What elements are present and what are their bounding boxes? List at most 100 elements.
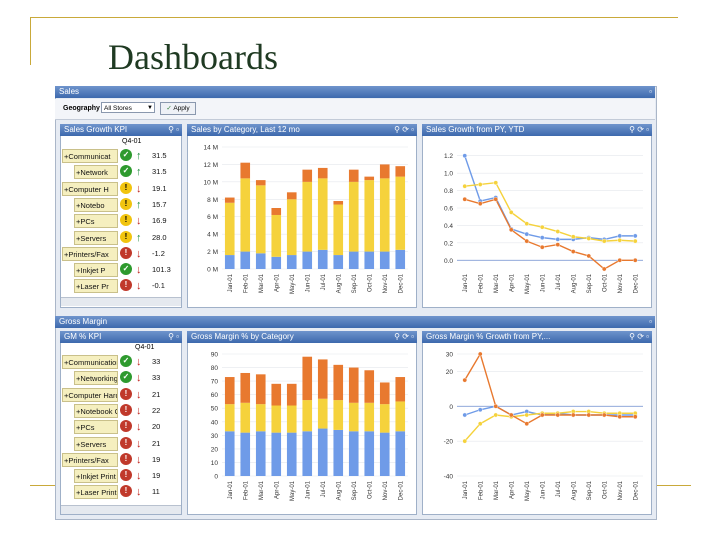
x-tick-label: Mar-01 — [494, 480, 500, 500]
bar-segment — [224, 377, 235, 405]
y-tick-label: 12 M — [204, 162, 218, 169]
bar-segment — [317, 178, 328, 250]
panel-tools-icon[interactable]: ⚲ ⟳ ▫ — [629, 332, 649, 341]
x-tick-label: Aug-01 — [571, 480, 577, 500]
apply-label: Apply — [173, 105, 190, 112]
panel-tools-icon[interactable]: ⚲ ▫ — [168, 125, 179, 134]
bar-segment — [348, 402, 359, 432]
trend-down-icon: ↓ — [136, 215, 142, 228]
kpi-row-label: +Notebook C — [74, 403, 118, 418]
bar-segment — [255, 374, 266, 405]
bar-segment — [364, 431, 375, 476]
kpi-row[interactable]: +PCs! ↓ 16.9 — [62, 213, 180, 229]
kpi-row[interactable]: +Printers/Fax! ↓ 19 — [62, 452, 180, 468]
kpi-row[interactable]: +Computer Hard! ↓ 21 — [62, 387, 180, 403]
warning-status-icon: ! — [120, 197, 132, 210]
data-point — [539, 224, 545, 230]
x-tick-label: Nov-01 — [618, 273, 624, 293]
alert-status-icon: ! — [120, 469, 132, 482]
data-point — [632, 414, 638, 420]
y-tick-label: 0.2 — [444, 240, 453, 247]
kpi-row[interactable]: +PCs! ↓ 20 — [62, 419, 180, 435]
y-tick-label: 14 M — [204, 145, 218, 152]
y-tick-label: 6 M — [207, 214, 218, 221]
kpi-row-value: 33 — [152, 373, 161, 383]
margin-category-title: Gross Margin % by Category — [191, 332, 294, 341]
kpi-row[interactable]: +Computer H! ↓ 19.1 — [62, 181, 180, 197]
sales-kpi-scrollbar[interactable] — [61, 297, 181, 306]
data-point — [493, 412, 499, 418]
bar-segment — [395, 166, 406, 177]
y-tick-label: 0.0 — [444, 258, 453, 265]
x-tick-label: Oct-01 — [602, 480, 608, 499]
slide-top-rule — [30, 17, 678, 18]
trend-up-icon: ↑ — [136, 198, 142, 211]
panel-tools-icon[interactable]: ⚲ ⟳ ▫ — [629, 125, 649, 134]
kpi-row[interactable]: +Communication ✓ ↓ 33 — [62, 354, 180, 370]
series-line — [464, 352, 636, 425]
bar-segment — [395, 249, 406, 269]
x-tick-label: Sep-01 — [352, 480, 358, 500]
bar-segment — [379, 382, 390, 405]
x-tick-label: Jan-01 — [463, 480, 469, 499]
kpi-row-value: 33 — [152, 357, 161, 366]
bar-segment — [255, 185, 266, 254]
margin-kpi-scrollbar[interactable] — [61, 505, 181, 514]
panel-tools-icon[interactable]: ⚲ ▫ — [168, 332, 179, 341]
kpi-row-value: 19 — [152, 454, 161, 464]
y-tick-label: 10 — [211, 460, 219, 467]
kpi-row[interactable]: +Inkjet Print! ↓ 19 — [62, 468, 180, 484]
margin-growth-title: Gross Margin % Growth from PY,... — [426, 332, 551, 341]
x-tick-label: Dec-01 — [633, 480, 639, 500]
kpi-row[interactable]: +Servers! ↑ 28.0 — [62, 230, 180, 246]
panel-tools-icon[interactable]: ⚲ ⟳ ▫ — [394, 332, 414, 341]
x-tick-label: Mar-01 — [259, 273, 265, 293]
bar-segment — [317, 428, 328, 476]
data-point — [508, 210, 514, 215]
apply-button[interactable]: ✓ Apply — [160, 102, 196, 115]
restore-icon[interactable]: ▫ — [649, 317, 652, 326]
kpi-row[interactable]: +Networking ✓ ↓ 33 — [62, 370, 180, 386]
x-tick-label: Nov-01 — [383, 480, 389, 500]
kpi-row[interactable]: +Laser Pr! ↓ -0.1 — [62, 278, 180, 294]
x-tick-label: Feb-01 — [243, 480, 249, 500]
kpi-row[interactable]: +Notebo! ↑ 15.7 — [62, 197, 180, 213]
data-point — [555, 242, 561, 247]
data-point — [617, 237, 623, 243]
x-tick-label: Feb-01 — [478, 480, 484, 500]
kpi-row-value: 19.1 — [152, 183, 167, 193]
x-tick-label: Jul-01 — [321, 480, 327, 497]
x-tick-label: Nov-01 — [383, 273, 389, 293]
kpi-row[interactable]: +Servers! ↓ 21 — [62, 436, 180, 452]
x-tick-label: Dec-01 — [398, 480, 404, 500]
kpi-row-label: +Communicat — [62, 149, 118, 163]
alert-status-icon: ! — [120, 279, 132, 292]
check-status-icon: ✓ — [120, 355, 132, 367]
trend-up-icon: ↑ — [136, 166, 142, 179]
data-point — [570, 412, 576, 418]
kpi-row[interactable]: +Printers/Fax! ↓ -1.2 — [62, 246, 180, 262]
kpi-row[interactable]: +Network ✓ ↑ 31.5 — [62, 164, 180, 180]
bar-segment — [271, 214, 282, 257]
alert-status-icon: ! — [120, 387, 132, 400]
data-point — [617, 414, 623, 420]
y-tick-label: 1.0 — [444, 171, 453, 178]
kpi-row[interactable]: +Laser Print! ↓ 11 — [62, 484, 180, 500]
margin-growth-panel — [422, 331, 652, 515]
kpi-row-value: 28.0 — [152, 232, 167, 242]
trend-down-icon: ↓ — [136, 453, 142, 466]
data-point — [462, 377, 468, 383]
kpi-row[interactable]: +Notebook C! ↓ 22 — [62, 403, 180, 419]
y-tick-label: 90 — [211, 352, 219, 359]
kpi-row[interactable]: +Inkjet P ✓ ↓ 101.3 — [62, 262, 180, 278]
data-point — [462, 412, 468, 418]
data-point — [555, 229, 561, 234]
trend-down-icon: ↓ — [136, 486, 142, 499]
panel-tools-icon[interactable]: ⚲ ⟳ ▫ — [394, 125, 414, 134]
kpi-row-label: +Servers — [74, 230, 118, 245]
geography-select[interactable]: All Stores ▼ — [101, 102, 155, 113]
slide-title: Dashboards — [108, 37, 278, 77]
kpi-row[interactable]: +Communicat ✓ ↑ 31.5 — [62, 148, 180, 164]
restore-icon[interactable]: ▫ — [649, 87, 652, 96]
y-tick-label: 8 M — [207, 197, 218, 204]
